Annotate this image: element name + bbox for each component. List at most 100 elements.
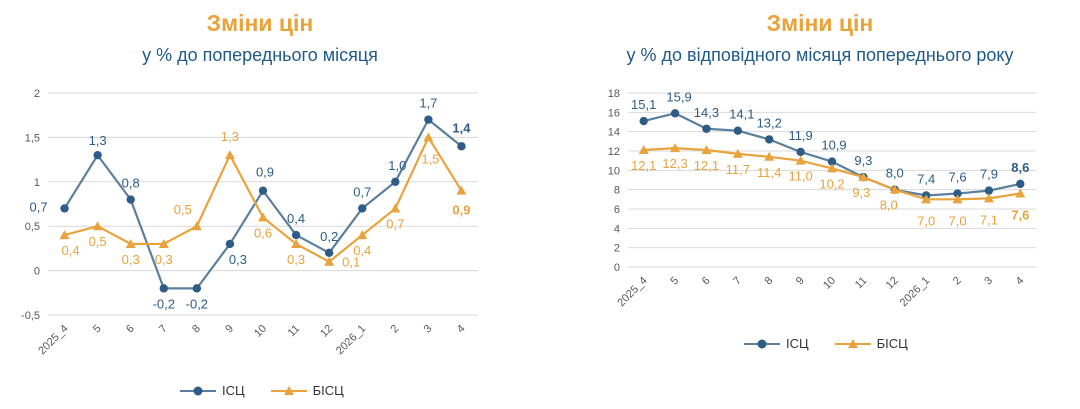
x-tick-label: 12 [884,275,901,292]
x-tick-label: 3 [422,323,435,336]
data-point-icsc [391,177,400,186]
data-label-bicsc: 8,0 [880,198,898,213]
data-label-icsc: 0,8 [122,176,140,191]
series-line-bicsc [64,135,463,264]
data-label-bicsc: 0,4 [61,243,79,258]
data-label-icsc: 1,4 [452,120,471,135]
data-point-icsc [159,284,168,293]
legend-item-bicsc: БІСЦ [834,336,908,351]
y-tick-label: 0 [614,262,620,274]
x-tick-label: 2026_1 [898,275,932,309]
data-point-icsc [765,135,774,144]
data-point-icsc [953,189,962,198]
data-point-icsc [60,204,69,213]
data-label-icsc: 0,3 [229,252,247,267]
data-point-bicsc [889,184,900,194]
data-point-bicsc [191,221,202,231]
legend-item-icsc: ІСЦ [744,336,809,351]
data-label-bicsc: 0,3 [122,252,140,267]
data-point-icsc [457,142,466,151]
data-label-bicsc: 0,5 [89,234,107,249]
data-label-icsc: 0,7 [29,199,47,214]
data-label-bicsc: 11,7 [726,162,750,177]
x-tick-label: 7 [731,275,744,288]
data-point-bicsc [357,230,368,240]
y-tick-label: 0,5 [25,221,40,233]
x-tick-label: 4 [1014,275,1027,288]
data-point-bicsc [59,230,70,240]
data-point-bicsc [827,163,837,173]
legend-marker-bicsc [270,385,307,395]
data-label-icsc: 9,3 [854,153,872,168]
data-point-icsc [827,157,837,166]
data-point-bicsc [324,256,335,266]
data-label-icsc: 7,6 [948,170,966,185]
data-point-icsc [1016,179,1025,189]
x-tick-label: 11 [286,323,303,340]
x-tick-label: 8 [190,323,203,336]
x-tick-label: 5 [91,323,104,336]
legend-label-icsc: ІСЦ [786,336,809,351]
y-tick-label: 8 [614,185,620,197]
chart-panel-month: Зміни цін у % до попереднього місяця -0,… [0,0,520,409]
x-tick-label: 9 [794,275,807,288]
data-label-icsc: 13,2 [757,115,782,130]
data-label-bicsc: 11,0 [788,169,812,184]
data-label-bicsc: 0,5 [174,202,192,217]
x-tick-label: 8 [763,275,776,288]
chart-title: Зміни цін [206,10,314,36]
y-tick-label: 1,5 [25,132,40,144]
x-tick-label: 4 [455,323,468,336]
data-point-icsc [984,186,994,195]
chart-panel-year: Зміни цін у % до відповідного місяця поп… [560,0,1080,409]
legend-marker-icsc [180,386,216,395]
data-point-icsc [258,186,268,195]
y-tick-label: 10 [608,165,620,177]
chart-subtitle: у % до відповідного місяця попереднього … [626,45,1014,65]
data-label-icsc: 0,7 [353,184,371,199]
x-tick-label: 10 [821,275,838,292]
data-label-icsc: 14,3 [694,105,719,120]
data-point-bicsc [795,155,806,165]
data-point-icsc [126,195,135,204]
legend: ІСЦ БІСЦ [744,336,926,351]
x-tick-label: 2026_1 [334,323,368,357]
x-tick-label: 7 [157,323,170,336]
data-label-bicsc: 0,4 [353,243,371,258]
data-label-bicsc: 9,3 [852,185,870,200]
data-label-icsc: 10,9 [821,138,846,153]
data-label-icsc: 7,4 [917,171,935,186]
data-point-icsc [702,124,711,133]
data-point-bicsc [638,145,649,155]
data-label-icsc: 0,4 [287,211,305,226]
data-label-icsc: 7,9 [980,167,998,182]
data-label-icsc: 1,7 [419,96,437,111]
legend-marker-bicsc [834,338,871,348]
data-label-bicsc: 12,3 [662,156,687,171]
data-label-icsc: -0,2 [186,296,208,311]
y-tick-label: 1 [34,177,40,189]
legend-label-bicsc: БІСЦ [876,336,908,351]
legend-label-icsc: ІСЦ [222,383,245,398]
x-tick-label: 9 [223,323,236,336]
data-label-bicsc: 0,6 [254,225,272,240]
data-label-bicsc: 0,3 [287,252,305,267]
data-point-icsc [93,150,102,160]
data-point-bicsc [125,238,136,248]
data-label-icsc: 0,2 [320,229,338,244]
data-label-icsc: 14,1 [729,107,754,122]
data-point-bicsc [390,203,401,213]
data-label-icsc: 1,0 [388,158,406,173]
data-point-icsc [639,116,648,126]
data-point-bicsc [983,193,994,203]
data-label-bicsc: 1,5 [421,151,439,166]
data-label-icsc: 15,1 [631,97,656,112]
data-point-bicsc [701,145,712,155]
data-point-icsc [670,109,680,118]
data-point-bicsc [92,221,103,231]
data-label-bicsc: 11,4 [757,165,781,180]
data-label-icsc: 0,9 [256,165,274,180]
legend: ІСЦ БІСЦ [180,383,362,398]
